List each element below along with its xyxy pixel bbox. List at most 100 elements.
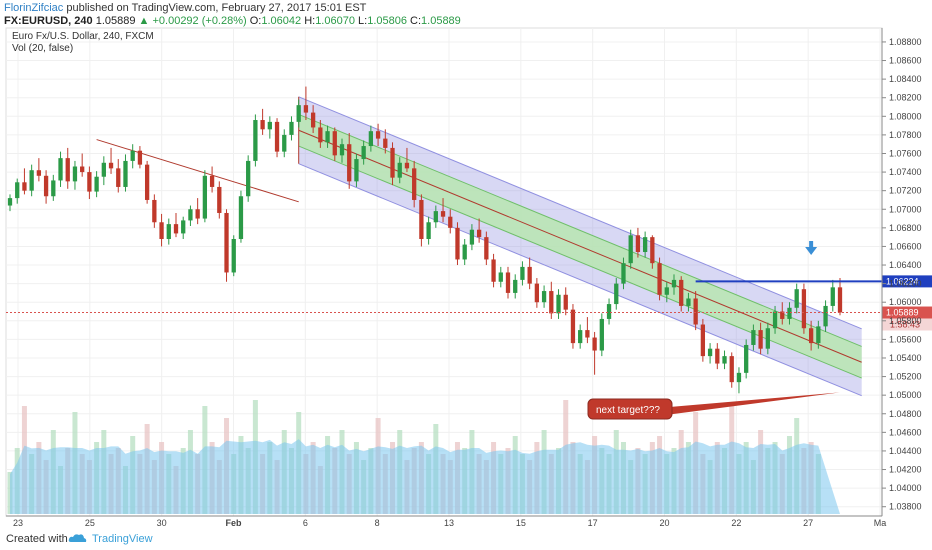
candle-body: [72, 166, 78, 182]
candle-body: [361, 146, 366, 160]
candle-body: [635, 235, 641, 253]
y-tick-label: 1.07600: [889, 148, 922, 158]
x-tick-label: 25: [85, 518, 95, 528]
candle-body: [419, 199, 424, 240]
callout-text: next target???: [596, 405, 660, 416]
candle-body: [80, 166, 85, 173]
candle-body: [202, 175, 208, 219]
candle-body: [657, 263, 662, 295]
y-tick-label: 1.06200: [889, 279, 922, 289]
y-tick-label: 1.03800: [889, 502, 922, 512]
x-tick-label: 30: [157, 518, 167, 528]
candle-body: [505, 272, 511, 293]
candle-body: [303, 105, 309, 113]
symbol-ohlc-line: FX:EURUSD, 240 1.05889 ▲ +0.00292 (+0.28…: [4, 15, 461, 28]
candle-body: [491, 259, 496, 282]
candle-body: [787, 307, 792, 319]
candle-body: [195, 209, 200, 219]
candle-body: [209, 175, 215, 187]
candle-body: [188, 209, 193, 221]
publish-info: FlorinZifciac published on TradingView.c…: [4, 2, 366, 15]
candle-body: [830, 287, 835, 306]
candle-body: [354, 159, 359, 182]
candle-body: [159, 222, 164, 240]
candle-body: [375, 131, 381, 139]
y-tick-label: 1.08600: [889, 56, 922, 66]
candle-body: [823, 305, 828, 327]
candle-body: [260, 120, 265, 130]
candle-body: [36, 170, 42, 176]
y-tick-label: 1.07200: [889, 186, 922, 196]
y-tick-label: 1.04400: [889, 446, 922, 456]
candle-body: [65, 158, 70, 182]
candle-body: [412, 168, 417, 200]
y-tick-label: 1.05200: [889, 372, 922, 382]
early-trend-line: [96, 139, 299, 203]
candle-body: [671, 279, 677, 288]
candle-body: [455, 227, 460, 260]
volume-bars: [7, 400, 840, 514]
candle-body: [318, 127, 323, 143]
publish-text: published on TradingView.com, February 2…: [63, 2, 367, 14]
low-value: 1.05806: [367, 15, 407, 27]
volume-legend: Vol (20, false): [12, 43, 74, 54]
candle-body: [224, 212, 229, 273]
candle-body: [339, 144, 345, 156]
candle-body: [440, 211, 446, 217]
candle-body: [448, 216, 453, 228]
candle-body: [780, 311, 785, 319]
candle-body: [289, 121, 294, 135]
price-axis[interactable]: 1.08800 1.08600 1.08400 1.08200 1.08000 1.078…: [881, 28, 922, 516]
candle-body: [722, 356, 727, 364]
time-axis[interactable]: 23 25 30 Feb 6 8 13 15 17 20 22 27 Ma: [6, 515, 886, 528]
candle-body: [700, 324, 706, 357]
candle-body: [686, 298, 691, 306]
y-tick-label: 1.06800: [889, 223, 922, 233]
candle-body: [22, 182, 27, 191]
candle-body: [816, 326, 821, 344]
candle-body: [181, 220, 186, 234]
channel-boundary-line: [298, 163, 862, 397]
candle-body: [368, 131, 374, 147]
low-label: L:: [358, 15, 368, 27]
countdown-tag: [882, 318, 932, 331]
candle-body: [137, 150, 143, 165]
candle-body: [621, 263, 626, 284]
candle-body: [794, 289, 799, 308]
author-name[interactable]: FlorinZifciac: [4, 2, 64, 14]
candle-body: [484, 237, 489, 260]
x-tick-label: 13: [444, 518, 454, 528]
candle-body: [837, 287, 843, 313]
candle-body: [585, 330, 590, 338]
x-tick-label: 15: [516, 518, 526, 528]
candle-body: [166, 224, 171, 240]
y-tick-label: 1.08000: [889, 111, 922, 121]
candle-body: [267, 121, 272, 130]
candle-body: [130, 150, 135, 161]
y-tick-label: 1.08800: [889, 37, 922, 47]
candle-body: [426, 222, 431, 240]
candle-body: [51, 180, 56, 197]
callout-box: [587, 398, 673, 420]
y-tick-label: 1.05600: [889, 334, 922, 344]
candle-body: [274, 121, 280, 152]
candle-body: [751, 330, 756, 345]
candle-body: [520, 266, 525, 280]
candle-body: [592, 337, 597, 351]
tradingview-link[interactable]: TradingView: [92, 533, 153, 545]
candle-body: [15, 182, 20, 199]
chart-overlays: 1.06224 1.05889 1:58:43 next target???: [6, 240, 932, 420]
candle-body: [462, 244, 467, 260]
resistance-price-tag: [882, 275, 932, 288]
candle-body: [246, 160, 251, 197]
up-arrow-icon: ▲: [138, 15, 150, 27]
candle-body: [642, 237, 648, 253]
symbol-label[interactable]: FX:EURUSD, 240: [4, 15, 93, 27]
open-label: O:: [249, 15, 262, 27]
candle-body: [347, 144, 352, 182]
last-price-label: 1.05889: [886, 308, 919, 318]
resistance-price-label: 1.06224: [886, 276, 919, 286]
channel-boundary-line: [298, 96, 862, 330]
y-tick-label: 1.05400: [889, 353, 922, 363]
